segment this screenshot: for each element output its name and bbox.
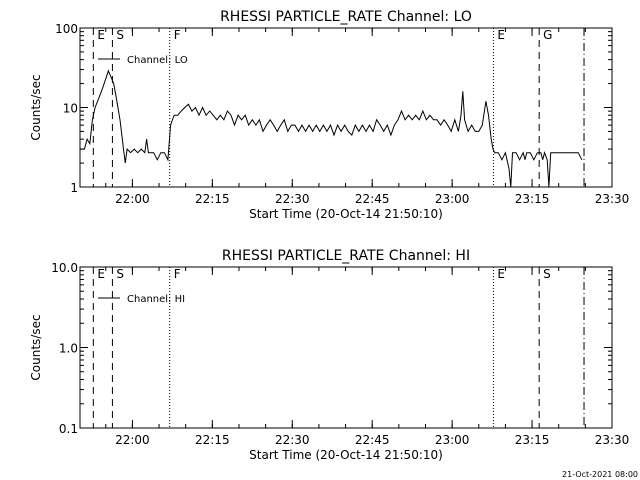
panel-1-x-tick-label: 22:30 [275,192,310,206]
panel-2-marker-label: S [116,267,124,281]
footer-timestamp: 21-Oct-2021 08:00 [562,470,638,479]
panel-2-x-tick-label: 22:30 [275,433,310,447]
panel-2-x-tick-label: 22:00 [115,433,150,447]
panel-1-x-tick-label: 22:00 [115,192,150,206]
panel-2-x-tick-label: 23:30 [595,433,630,447]
panel-2-y-axis-label: Counts/sec [29,314,43,380]
panel-1-title: RHESSI PARTICLE_RATE Channel: LO [220,9,472,25]
panel-1-x-tick-label: 23:30 [595,192,630,206]
panel-2-frame [79,266,613,429]
panel-1-marker-label: G [543,28,552,42]
panel-1: RHESSI PARTICLE_RATE Channel: LO Start Ti… [29,9,629,221]
panel-1-marker-label: E [497,28,505,42]
panel-1-frame [79,27,613,188]
panel-1-x-tick-label: 22:15 [195,192,230,206]
panel-1-marker-label: F [174,28,181,42]
panel-2-marker-label: S [543,267,551,281]
panel-1-y-tick-label: 100 [55,22,78,36]
panel-2-x-tick-label: 22:45 [355,433,390,447]
panel-1-x-tick-label: 22:45 [355,192,390,206]
panel-2-x-axis-label: Start Time (20-Oct-14 21:50:10) [249,448,443,462]
panel-2: RHESSI PARTICLE_RATE Channel: HI Start Ti… [29,248,629,462]
panel-2-title: RHESSI PARTICLE_RATE Channel: HI [222,248,470,264]
panel-1-x-tick-label: 23:15 [515,192,550,206]
panel-1-marker-label: S [116,28,124,42]
panel-1-y-axis-label: Counts/sec [29,74,43,140]
panel-2-x-tick-label: 23:15 [515,433,550,447]
panel-2-marker-label: E [497,267,505,281]
panel-2-marker-label: E [97,267,105,281]
panel-1-x-tick-label: 23:00 [435,192,470,206]
panel-2-x-tick-label: 23:00 [435,433,470,447]
panel-1-series-line [80,69,583,188]
panel-1-x-axis-label: Start Time (20-Oct-14 21:50:10) [249,207,443,221]
panel-1-marker-label: E [97,28,105,42]
panel-2-y-tick-label: 1.0 [59,342,78,356]
panel-2-y-tick-label: 10.0 [51,261,78,275]
panel-2-y-tick-label: 0.1 [59,422,78,436]
panel-1-y-tick-label: 10 [63,102,78,116]
panel-1-y-tick-label: 1 [70,181,78,195]
panel-2-legend-label: Channel: HI [127,294,185,305]
panel-1-legend-label: Channel: LO [127,55,188,66]
panel-2-marker-label: F [174,267,181,281]
panel-2-x-tick-label: 22:15 [195,433,230,447]
